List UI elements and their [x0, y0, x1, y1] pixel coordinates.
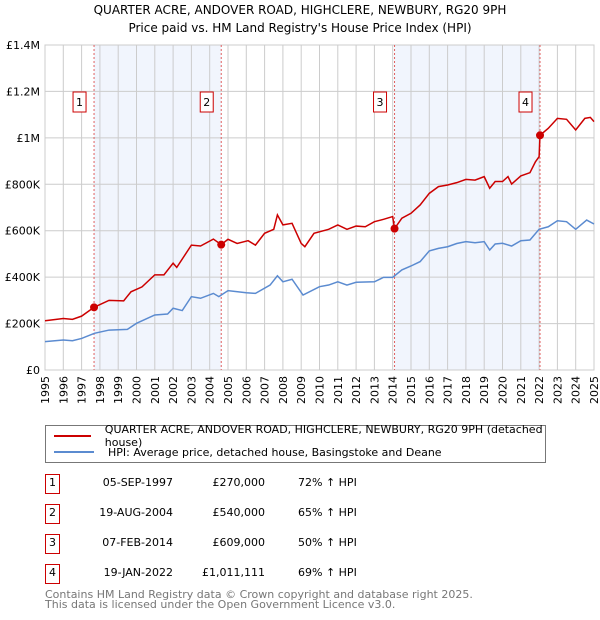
x-tick-label: 1999: [112, 376, 125, 404]
x-tick-label: 1998: [94, 376, 107, 404]
sale-hpi-change: 50% ↑ HPI: [298, 536, 357, 549]
x-tick-label: 2000: [131, 376, 144, 404]
x-tick-label: 2006: [240, 376, 253, 404]
sale-point: [390, 224, 399, 233]
legend-item-property: QUARTER ACRE, ANDOVER ROAD, HIGHCLERE, N…: [54, 423, 545, 449]
x-tick-label: 2010: [314, 376, 327, 404]
sale-price: £1,011,111: [202, 566, 265, 579]
x-tick-label: 2022: [533, 376, 546, 404]
sale-number-badge: 2: [45, 504, 60, 524]
legend-label: HPI: Average price, detached house, Basi…: [108, 445, 442, 459]
sale-date: 19-AUG-2004: [99, 506, 173, 519]
legend-swatch-blue: [54, 451, 94, 453]
sale-number-badge: 3: [45, 534, 60, 554]
chart-title: QUARTER ACRE, ANDOVER ROAD, HIGHCLERE, N…: [93, 3, 507, 17]
y-tick-label: £1M: [17, 132, 41, 145]
legend-swatch-red: [54, 435, 91, 437]
x-tick-label: 2007: [259, 376, 272, 404]
x-tick-label: 2012: [350, 376, 363, 404]
x-tick-label: 2021: [515, 376, 528, 404]
y-tick-label: £600K: [5, 225, 41, 238]
sale-marker-label: 4: [518, 91, 533, 113]
footer-copyright: Contains HM Land Registry data © Crown c…: [45, 588, 473, 601]
x-tick-label: 2016: [423, 376, 436, 404]
sale-hpi-change: 65% ↑ HPI: [298, 506, 357, 519]
x-tick-label: 2014: [387, 376, 400, 404]
y-tick-label: £1.4M: [6, 39, 40, 52]
sale-label-number: 4: [522, 96, 529, 109]
shaded-period: [394, 45, 541, 370]
sale-row: 2 19-AUG-2004 £540,000 65% ↑ HPI: [45, 504, 445, 524]
x-tick-label: 2005: [222, 376, 235, 404]
sale-number-badge: 4: [45, 564, 60, 584]
series-line: [44, 219, 595, 343]
sale-price: £609,000: [212, 536, 266, 549]
sale-marker-label: 2: [199, 91, 214, 113]
sale-label-box: [72, 91, 87, 113]
y-tick-label: £1.2M: [6, 85, 40, 98]
sale-row: 1 05-SEP-1997 £270,000 72% ↑ HPI: [45, 474, 445, 494]
x-tick-label: 2013: [368, 376, 381, 404]
legend-label: QUARTER ACRE, ANDOVER ROAD, HIGHCLERE, N…: [104, 423, 543, 449]
x-tick-label: 2002: [167, 376, 180, 404]
series-line: [44, 116, 595, 322]
sale-marker-label: 1: [72, 91, 87, 113]
sale-hpi-change: 72% ↑ HPI: [298, 476, 357, 489]
sale-point: [536, 131, 545, 140]
legend: QUARTER ACRE, ANDOVER ROAD, HIGHCLERE, N…: [45, 423, 546, 463]
legend-item-hpi: HPI: Average price, detached house, Basi…: [54, 445, 442, 459]
x-tick-label: 2020: [497, 376, 510, 404]
sale-date: 05-SEP-1997: [102, 476, 173, 489]
sale-date: 19-JAN-2022: [103, 566, 173, 579]
sale-label-number: 2: [203, 96, 210, 109]
x-tick-label: 2011: [332, 376, 345, 404]
x-tick-label: 2017: [442, 376, 455, 404]
sale-number-badge: 1: [45, 474, 60, 494]
sale-hpi-change: 69% ↑ HPI: [298, 566, 357, 579]
footer-licence: This data is licensed under the Open Gov…: [45, 598, 396, 611]
sale-label-number: 1: [76, 96, 83, 109]
x-tick-label: 2015: [405, 376, 418, 404]
x-tick-label: 1995: [39, 376, 52, 404]
x-tick-label: 1996: [57, 376, 70, 404]
sale-price: £540,000: [212, 506, 266, 519]
sale-point: [90, 303, 99, 312]
price-chart: 1995 1996 1997 1998 1999 2000 2001 2002 2003 2004…: [5, 39, 600, 404]
x-tick-label: 2001: [149, 376, 162, 404]
chart-subtitle: Price paid vs. HM Land Registry's House …: [128, 21, 472, 35]
y-tick-label: £800K: [5, 178, 41, 191]
x-tick-label: 2009: [295, 376, 308, 404]
y-tick-label: £400K: [5, 271, 41, 284]
sale-price: £270,000: [212, 476, 266, 489]
sale-point: [217, 240, 226, 249]
x-tick-label: 2019: [478, 376, 491, 404]
sale-label-number: 3: [377, 96, 384, 109]
y-tick-label: £200K: [5, 318, 41, 331]
sale-date: 07-FEB-2014: [102, 536, 173, 549]
x-tick-label: 2003: [185, 376, 198, 404]
sale-marker-label: 3: [373, 91, 388, 113]
sale-label-box: [199, 91, 214, 113]
sale-label-box: [518, 91, 533, 113]
y-tick-label: £0: [26, 364, 40, 377]
x-tick-label: 2025: [588, 376, 600, 404]
x-tick-label: 2008: [277, 376, 290, 404]
plot-border: [44, 44, 595, 371]
x-tick-label: 2024: [570, 376, 583, 404]
sale-row: 3 07-FEB-2014 £609,000 50% ↑ HPI: [45, 534, 445, 554]
x-tick-label: 2018: [460, 376, 473, 404]
sale-label-box: [373, 91, 388, 113]
x-tick-label: 2004: [204, 376, 217, 404]
sale-row: 4 19-JAN-2022 £1,011,111 69% ↑ HPI: [45, 564, 445, 584]
x-tick-label: 1997: [76, 376, 89, 404]
x-tick-label: 2023: [551, 376, 564, 404]
